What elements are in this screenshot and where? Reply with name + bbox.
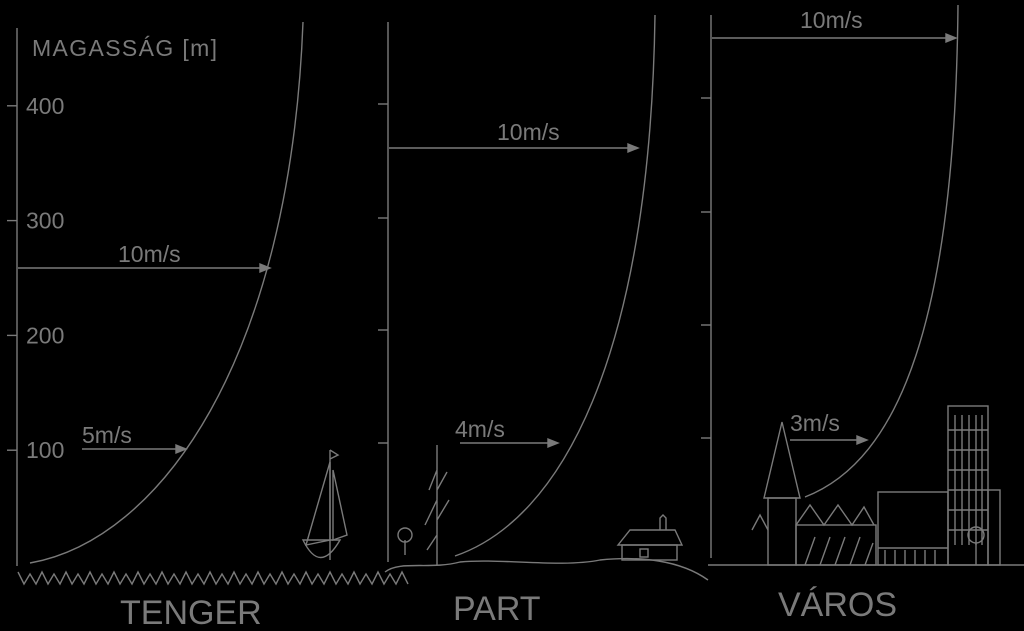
axis-title: MAGASSÁG [m]: [32, 35, 217, 61]
tick-label: 400: [26, 93, 64, 119]
trees: [397, 445, 450, 565]
axis-ticks: [378, 97, 711, 444]
tick-label: 100: [26, 437, 64, 463]
tick-label: 200: [26, 322, 64, 348]
height-axis: 400 300 200 100: [7, 93, 64, 463]
house: [616, 514, 684, 561]
wind-profile: [454, 14, 656, 557]
coast-ground: [384, 557, 709, 581]
speed-label: 3m/s: [790, 410, 840, 436]
region-label: VÁROS: [778, 586, 897, 624]
sea-waves: [17, 570, 409, 586]
tick-label: 300: [26, 208, 64, 234]
speed-label: 5m/s: [82, 422, 132, 448]
region-label: TENGER: [120, 594, 262, 631]
speed-arrows: [18, 32, 958, 455]
speed-label: 10m/s: [800, 7, 863, 33]
sailboat: [301, 449, 348, 560]
wind-profile: [804, 4, 959, 498]
city-buildings: [751, 405, 1001, 566]
speed-label: 10m/s: [497, 119, 560, 145]
wind-profile: [29, 21, 304, 564]
speed-label: 10m/s: [118, 241, 181, 267]
region-label: PART: [453, 590, 541, 628]
speed-label: 4m/s: [455, 416, 505, 442]
